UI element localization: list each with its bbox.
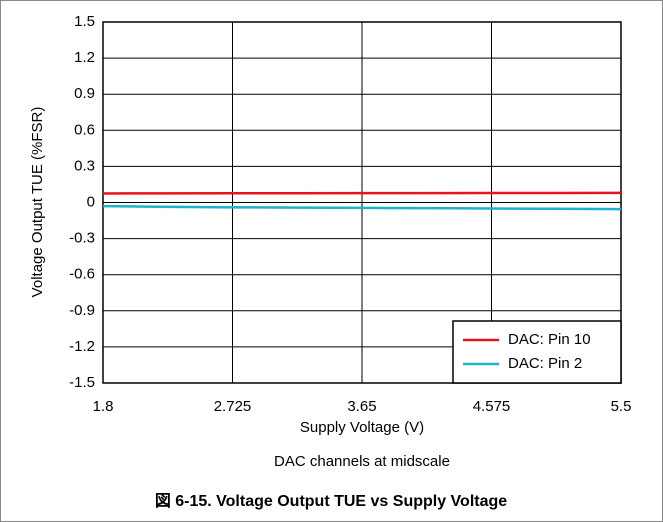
x-axis-label: Supply Voltage (V)	[300, 419, 424, 436]
series-line	[102, 191, 622, 195]
y-tick-label: 0.3	[74, 157, 95, 174]
y-tick-label: -1.5	[69, 374, 95, 391]
y-tick-label: 0.6	[74, 121, 95, 138]
legend-box	[452, 320, 622, 384]
y-tick-label: -0.9	[69, 302, 95, 319]
y-tick-label: 1.2	[74, 49, 95, 66]
legend-label: DAC: Pin 2	[508, 355, 582, 372]
x-tick-label: 4.575	[473, 398, 511, 415]
y-tick-label: 1.5	[74, 13, 95, 30]
x-tick-label: 2.725	[214, 398, 252, 415]
x-tick-label: 5.5	[611, 398, 632, 415]
x-tick-label: 1.8	[93, 398, 114, 415]
legend-label: DAC: Pin 10	[508, 331, 591, 348]
y-tick-label: -0.3	[69, 230, 95, 247]
y-tick-label: 0.9	[74, 85, 95, 102]
y-axis-label: Voltage Output TUE (%FSR)	[29, 107, 46, 298]
y-tick-label: -0.6	[69, 266, 95, 283]
series-line	[102, 204, 622, 211]
subtitle: DAC channels at midscale	[274, 453, 450, 470]
caption: 図 6-15. Voltage Output TUE vs Supply Vol…	[155, 492, 507, 510]
y-tick-label: 0	[87, 193, 95, 210]
x-tick-label: 3.65	[347, 398, 376, 415]
y-tick-label: -1.2	[69, 338, 95, 355]
plot-border	[102, 21, 622, 384]
